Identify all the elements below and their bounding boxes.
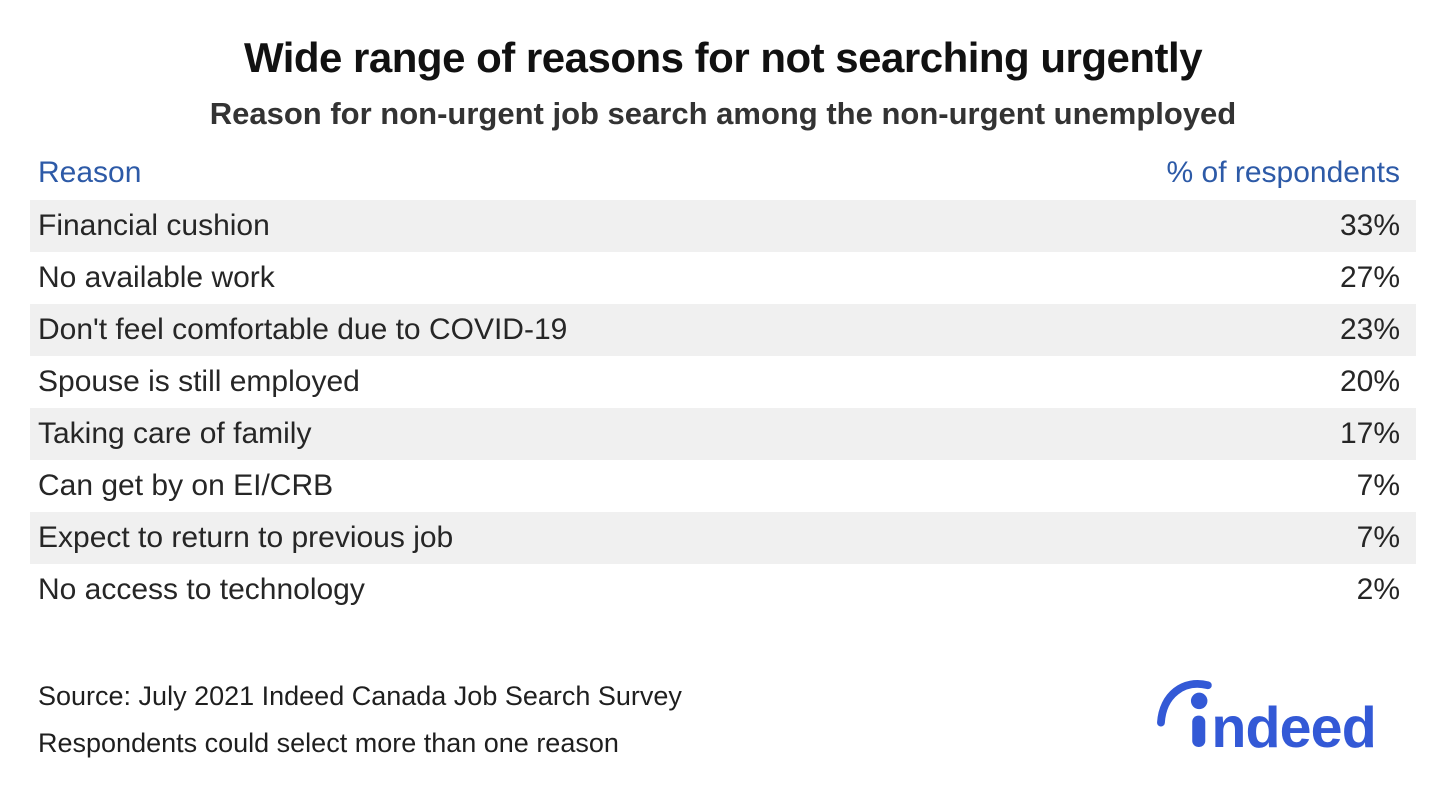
chart-subtitle: Reason for non-urgent job search among t… — [209, 96, 1237, 131]
svg-text:ndeed: ndeed — [1211, 696, 1376, 760]
row-value: 7% — [1356, 521, 1400, 554]
row-reason: Expect to return to previous job — [38, 521, 454, 554]
column-header-reason: Reason — [38, 156, 142, 189]
indeed-logo: ndeed — [1154, 666, 1406, 761]
table-row: No available work 27% — [30, 252, 1416, 304]
row-reason: Spouse is still employed — [38, 365, 360, 398]
table-body: Financial cushion 33% No available work … — [30, 200, 1416, 616]
row-reason: No access to technology — [38, 573, 365, 606]
chart-container: Wide range of reasons for not searching … — [0, 34, 1446, 794]
row-reason: Financial cushion — [38, 209, 270, 242]
row-value: 33% — [1339, 209, 1400, 242]
table-row: Don't feel comfortable due to COVID-19 2… — [30, 304, 1416, 356]
table-row: Can get by on EI/CRB 7% — [30, 460, 1416, 512]
row-value: 17% — [1339, 417, 1400, 450]
row-reason: No available work — [38, 261, 275, 294]
column-header-percent: % of respondents — [1166, 156, 1400, 189]
row-reason: Can get by on EI/CRB — [38, 469, 334, 502]
table-row: Financial cushion 33% — [30, 200, 1416, 252]
row-value: 2% — [1356, 573, 1400, 606]
source-text: Source: July 2021 Indeed Canada Job Sear… — [38, 681, 682, 711]
note-text: Respondents could select more than one r… — [38, 728, 619, 758]
reasons-table: Reason % of respondents Financial cushio… — [30, 148, 1416, 616]
source-block: Source: July 2021 Indeed Canada Job Sear… — [38, 673, 682, 767]
table-row: Taking care of family 17% — [30, 408, 1416, 460]
table-row: No access to technology 2% — [30, 564, 1416, 616]
table-row: Spouse is still employed 20% — [30, 356, 1416, 408]
row-value: 7% — [1356, 469, 1400, 502]
row-value: 20% — [1339, 365, 1400, 398]
table-header-row: Reason % of respondents — [30, 148, 1416, 200]
indeed-logo-icon: ndeed — [1157, 680, 1377, 760]
row-reason: Don't feel comfortable due to COVID-19 — [38, 313, 568, 346]
row-value: 27% — [1339, 261, 1400, 294]
row-reason: Taking care of family — [38, 417, 312, 450]
table-row: Expect to return to previous job 7% — [30, 512, 1416, 564]
row-value: 23% — [1339, 313, 1400, 346]
chart-title: Wide range of reasons for not searching … — [243, 34, 1203, 81]
chart-footer: Source: July 2021 Indeed Canada Job Sear… — [38, 666, 1406, 767]
